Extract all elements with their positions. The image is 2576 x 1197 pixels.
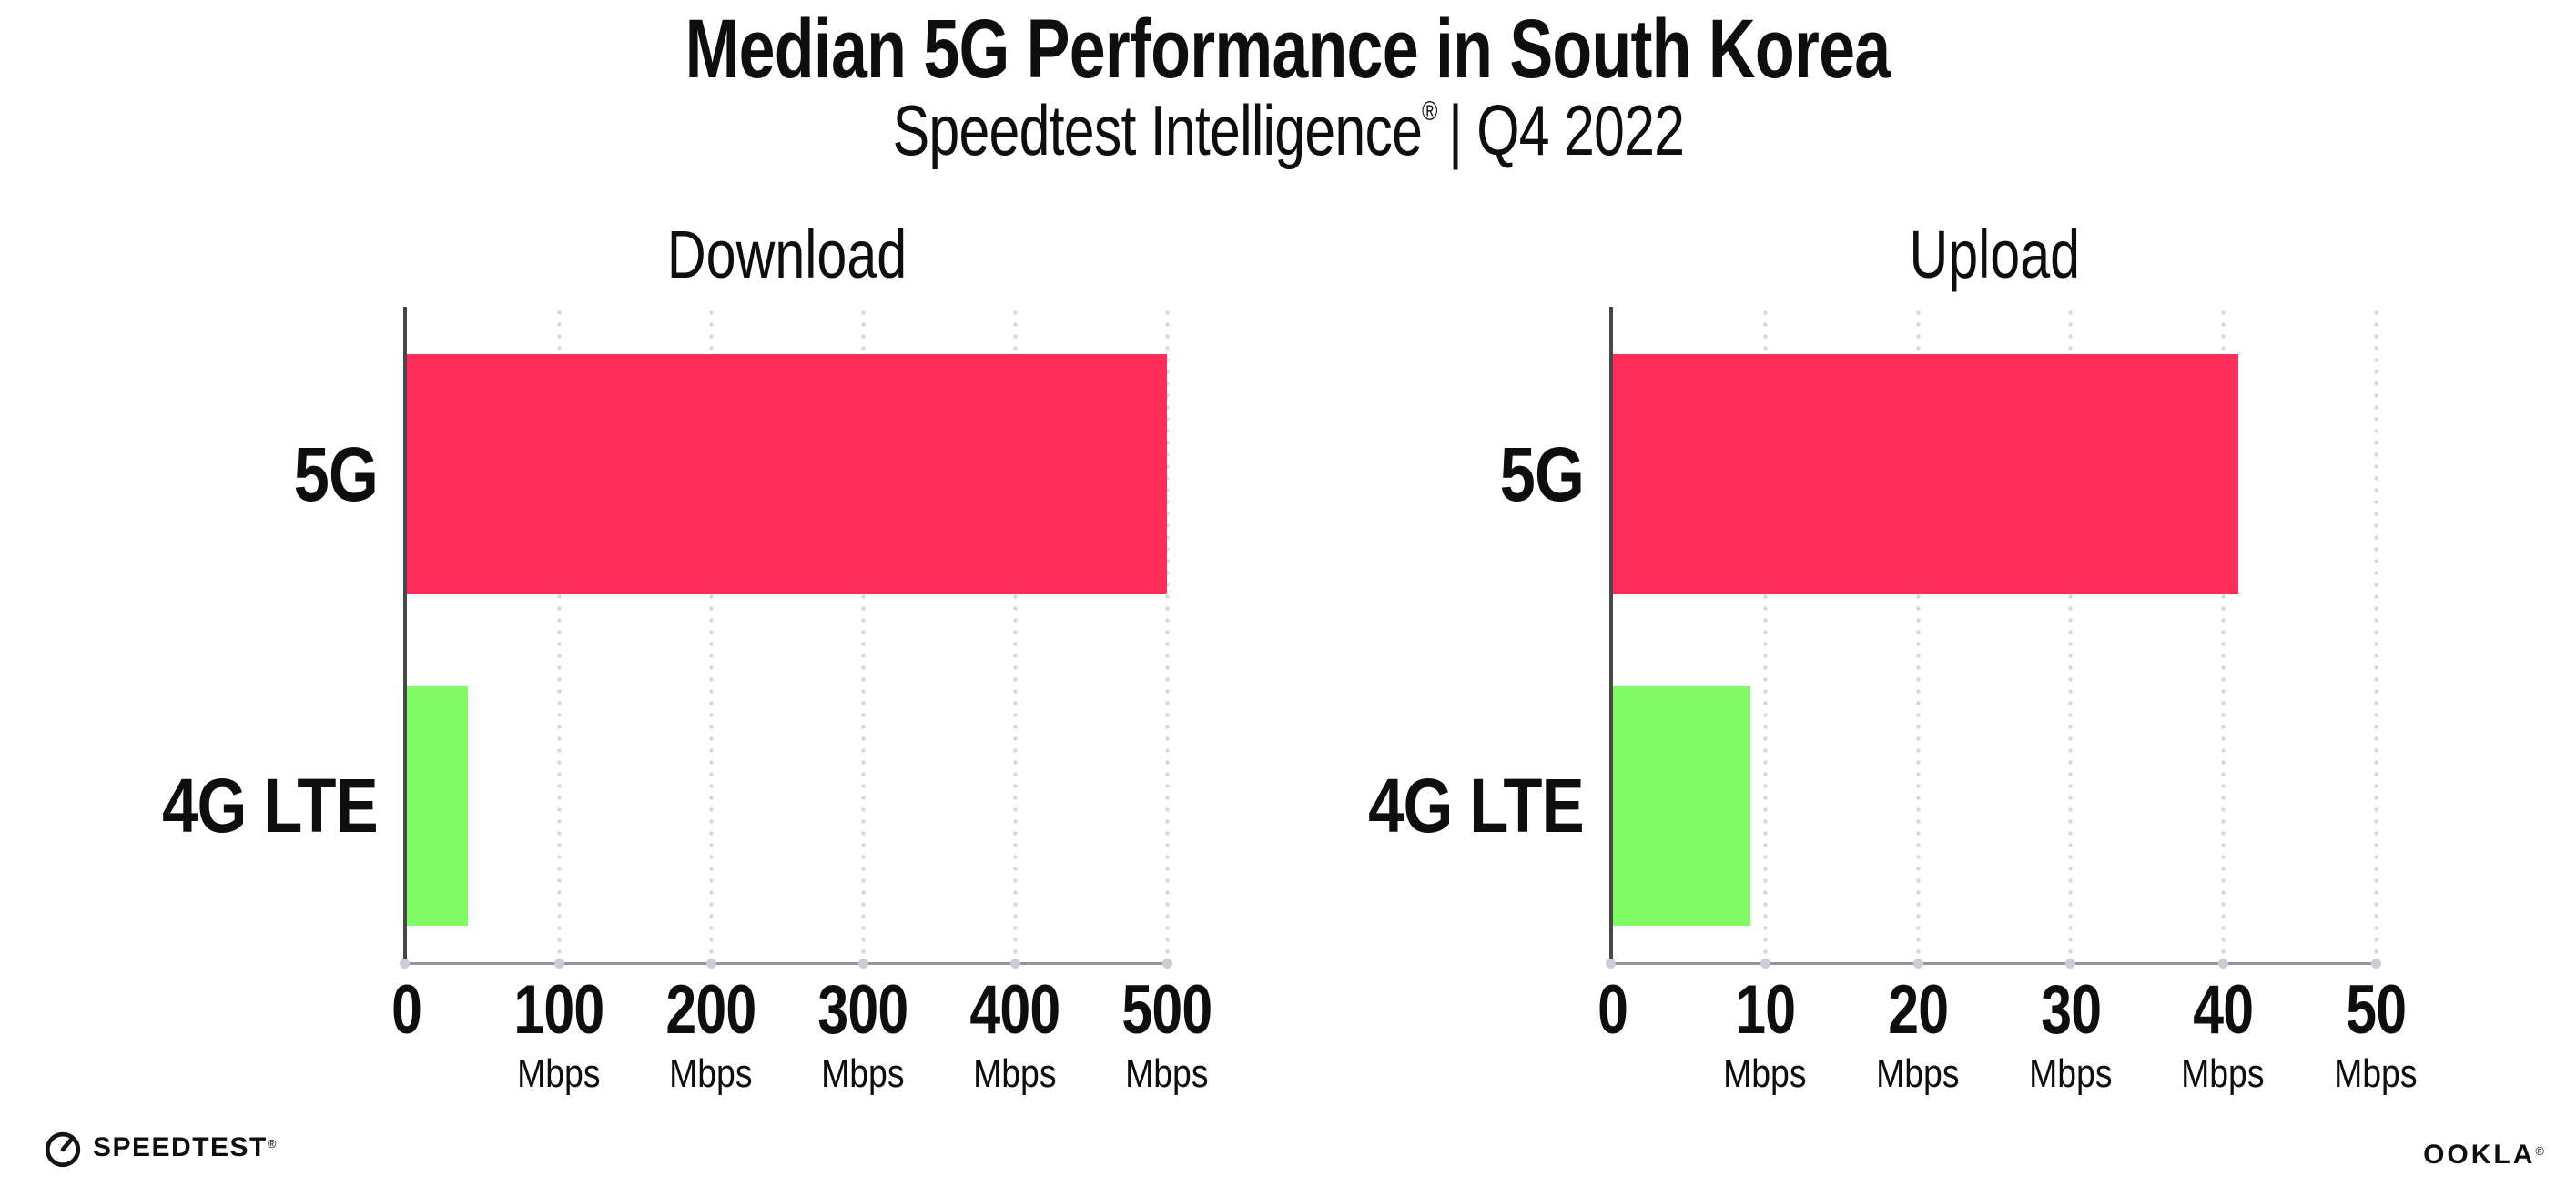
upload-category-label-5g: 5G <box>1499 431 1585 517</box>
ookla-logo: OOKLA® <box>2423 1140 2547 1171</box>
speedtest-registered-mark-icon: ® <box>267 1137 278 1151</box>
upload-tick-30: 30 Mbps <box>2029 971 2113 1096</box>
download-tick-400: 400 Mbps <box>969 971 1060 1096</box>
gridline-300 <box>857 307 868 969</box>
gridline-30 <box>2065 307 2076 969</box>
upload-tick-50: 50 Mbps <box>2334 971 2418 1096</box>
upload-tick-40: 40 Mbps <box>2181 971 2265 1096</box>
speedtest-logo-text: SPEEDTEST® <box>93 1132 278 1162</box>
gridline-10 <box>1760 307 1771 969</box>
gridline-50 <box>2370 307 2381 969</box>
download-chart-title: Download <box>666 217 908 292</box>
page-title-text: Median 5G Performance in South Korea <box>685 3 1891 96</box>
gridline-200 <box>705 307 716 969</box>
upload-tick-20: 20 Mbps <box>1876 971 1960 1096</box>
upload-tick-10: 10 Mbps <box>1723 971 1807 1096</box>
gridline-400 <box>1009 307 1020 969</box>
upload-chart-title: Upload <box>1909 217 2080 292</box>
gridline-40 <box>2217 307 2228 969</box>
download-category-label-5g: 5G <box>293 431 379 517</box>
download-plot-area <box>400 307 1172 969</box>
gridline-20 <box>1912 307 1923 969</box>
ookla-registered-mark-icon: ® <box>2535 1144 2547 1158</box>
download-tick-200: 200 Mbps <box>665 971 756 1096</box>
page-subtitle: Speedtest Intelligence® | Q4 2022 <box>0 95 2576 166</box>
speedtest-gauge-icon <box>42 1127 84 1169</box>
download-tick-0: 0 <box>391 971 422 1049</box>
subtitle-period: | Q4 2022 <box>1447 90 1685 170</box>
download-category-label-4g-lte: 4G LTE <box>162 763 379 848</box>
bar-upload-4g-lte <box>1613 686 1750 926</box>
bar-download-4g-lte <box>407 686 468 926</box>
speedtest-logo: SPEEDTEST® <box>42 1127 278 1169</box>
ookla-logo-text: OOKLA <box>2423 1140 2536 1170</box>
download-tick-100: 100 Mbps <box>513 971 604 1096</box>
gridline-100 <box>553 307 564 969</box>
registered-mark-icon: ® <box>1421 96 1437 127</box>
bar-download-5g <box>407 354 1167 594</box>
bar-upload-5g <box>1613 354 2239 594</box>
subtitle-brand: Speedtest Intelligence <box>892 90 1422 170</box>
upload-plot-area <box>1606 307 2381 969</box>
upload-tick-0: 0 <box>1597 971 1628 1049</box>
download-tick-500: 500 Mbps <box>1121 971 1212 1096</box>
download-tick-300: 300 Mbps <box>817 971 908 1096</box>
upload-category-label-4g-lte: 4G LTE <box>1368 763 1585 848</box>
page-title: Median 5G Performance in South Korea <box>0 7 2576 91</box>
gridline-500 <box>1161 307 1172 969</box>
